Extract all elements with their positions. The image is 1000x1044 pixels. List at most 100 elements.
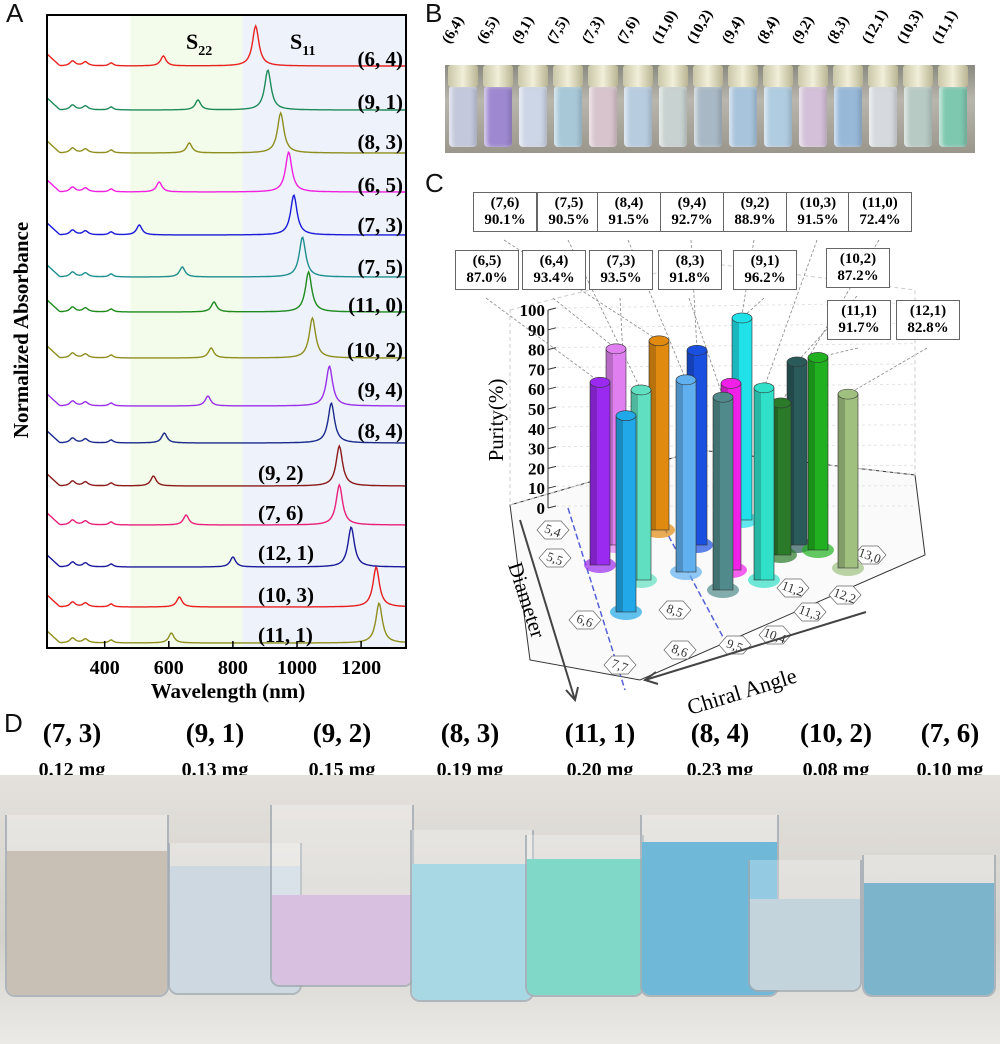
bar-shade [754,387,761,580]
bar-6-5 [584,376,616,573]
callout-chirality: (9,2) [740,195,770,211]
back-walls [509,261,916,506]
bar-shade [649,340,656,530]
leader-line [690,239,698,351]
purity-callout: (11,0) 72.4% [848,192,912,232]
bar-shade [616,415,623,612]
floor-hex-cell [568,610,602,630]
bar-top [589,376,611,388]
vial [833,65,863,153]
bar-top [712,391,734,403]
trace-label: (7, 3) [358,213,404,237]
y-tick-label: 0 [537,499,546,518]
spectrum-trace [46,316,406,359]
vial [658,65,688,153]
x-tick-label: 1200 [341,657,381,679]
y-tick [547,446,557,450]
y-axis-title: Purity(%) [484,379,508,462]
vial-solution [484,87,512,147]
purity-callout: (11,1) 91.7% [827,300,891,340]
bar-shade [808,357,815,550]
beaker-solution [750,899,860,990]
purity-callout: (10,2) 87.2% [826,248,890,288]
bar-top [605,343,627,355]
y-tick-label: 50 [528,400,545,419]
y-tick [547,347,557,351]
floor-label: 11,3 [797,602,823,624]
vial [868,65,898,153]
bar-shade [713,397,720,590]
purity-callout: (9,4) 92.7% [660,192,724,232]
y-tick [547,485,557,489]
beaker [270,805,414,987]
bar-shade [590,382,597,565]
beaker [862,855,996,997]
panel-label-d: D [4,708,23,738]
bar-top [786,356,808,368]
y-tick [547,406,557,410]
x-tick-label: 800 [218,657,248,679]
beaker-chirality-label: (8, 4) [690,718,750,748]
plot-frame [46,14,407,649]
leader-line [688,297,724,398]
leader-line [817,347,859,358]
y-axis-title: Normalized Absorbance [9,222,33,438]
vial [518,65,548,153]
spectrum-trace [46,602,406,644]
leader-line [552,297,617,350]
beaker-solution [527,859,642,995]
callout-chirality: (6,4) [539,253,569,269]
vial [623,65,653,153]
trace-label: (7, 6) [258,501,304,525]
vial-solution [589,87,617,147]
y-tick [547,465,557,469]
callout-purity: 96.2% [744,270,786,286]
callout-purity: 91.5% [608,212,650,228]
vial-cap [448,65,478,87]
vial-cap [868,65,898,87]
vial-cap [658,65,688,87]
floor-label: 12,2 [832,585,859,607]
vial [938,65,968,153]
vial [483,65,513,153]
y-tick-label: 10 [528,479,545,498]
vial-cap [518,65,548,87]
s22-label: S22 [186,29,212,59]
callout-chirality: (9,4) [677,195,707,211]
bar-12-1 [832,388,864,576]
bar-10-3 [748,382,780,588]
callout-chirality: (11,0) [862,195,898,211]
trace-label: (9, 4) [358,378,404,402]
bar-shade [771,402,778,555]
trace-label: (11, 1) [258,623,313,647]
leader-line [485,297,601,383]
vial-cap [833,65,863,87]
spectrum-trace [46,402,406,444]
callout-chirality: (12,1) [909,303,947,319]
beaker-chirality-label: (8, 3) [440,718,500,748]
leader-line [847,347,928,395]
beaker-chirality-label: (10, 2) [800,718,872,748]
y-tick-label: 70 [528,360,545,379]
beaker-chirality-label: (9, 2) [312,718,372,748]
beaker [410,830,534,1002]
trace-label: (6, 5) [358,173,404,197]
purity-callout: (8,3) 91.8% [658,250,722,290]
callout-purity: 93.5% [600,270,642,286]
floor-hex-cell [793,602,827,622]
vial-cap [903,65,933,87]
purity-callout: (9,2) 88.9% [723,192,787,232]
floor-hex-cell [776,578,810,598]
panel-label-a: A [6,0,24,28]
callout-chirality: (10,2) [839,251,877,267]
y-tick-label: 100 [520,301,546,320]
beaker [748,860,862,992]
bar-top [630,384,652,396]
y-tick-label: 30 [528,440,545,459]
callout-purity: 90.1% [484,212,526,228]
y-tick [547,307,557,311]
s11-label: S11 [290,29,315,59]
vial-cap [728,65,758,87]
trace-label: (7, 5) [358,255,404,279]
floor-label: 13,0 [857,545,884,567]
